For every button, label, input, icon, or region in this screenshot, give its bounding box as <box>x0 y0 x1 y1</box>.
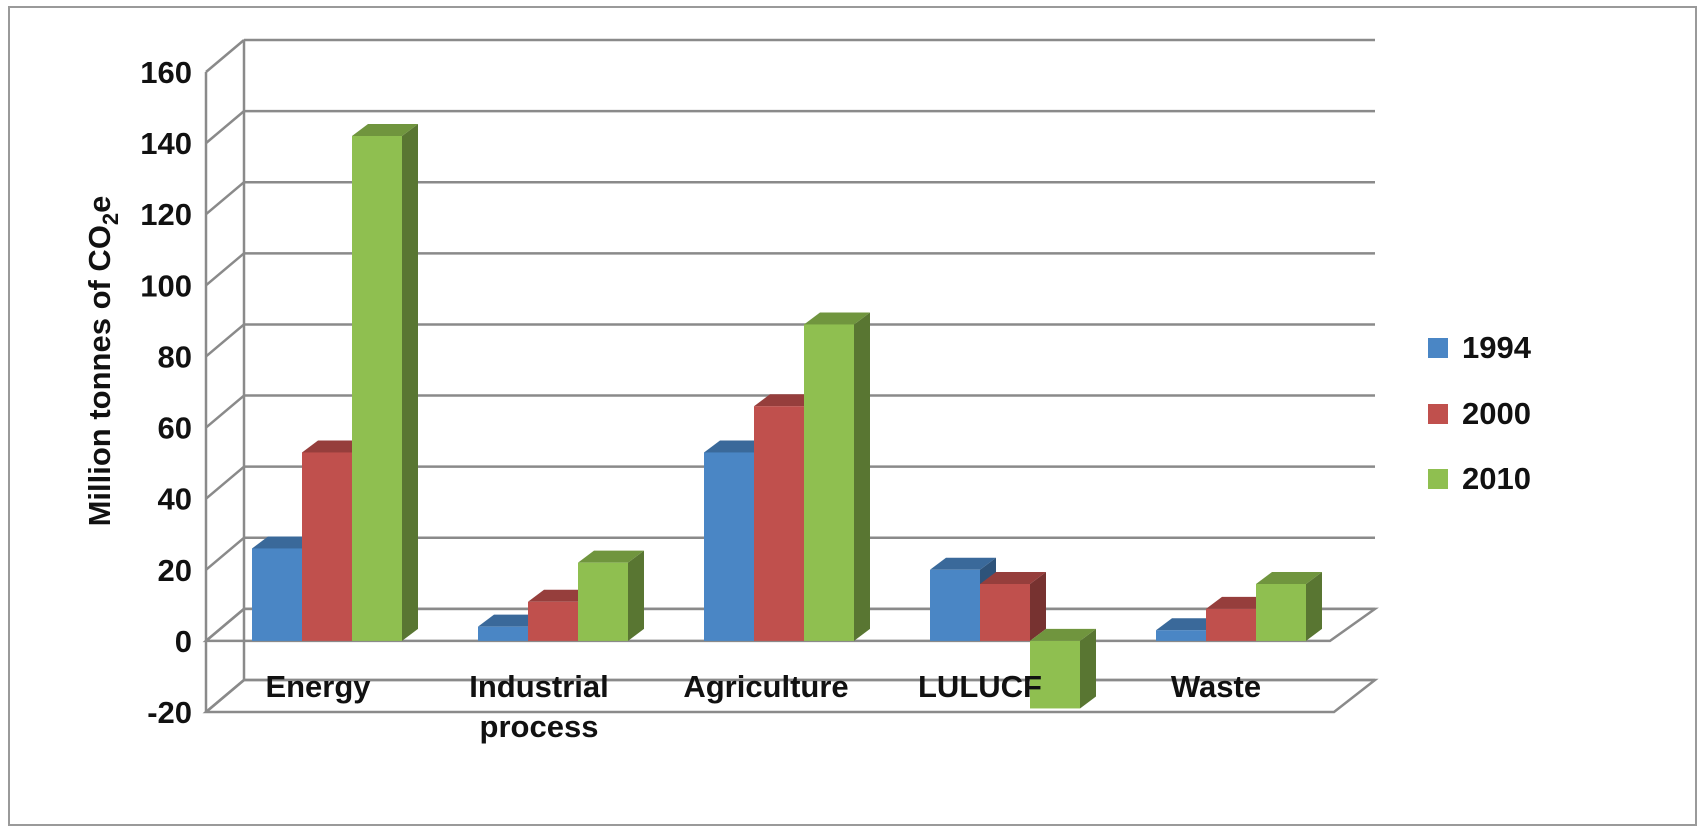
bar-front <box>704 452 754 641</box>
bar-2010-energy <box>352 124 418 641</box>
bar-side <box>1080 628 1096 709</box>
bar-side <box>628 550 644 641</box>
gridline-diagonal <box>205 110 245 145</box>
bar-2010-agriculture <box>804 312 870 641</box>
category-label: process <box>480 709 599 744</box>
bar-front <box>252 548 302 641</box>
bar-side <box>402 124 418 641</box>
bar-side <box>854 312 870 641</box>
bar-front <box>754 406 804 641</box>
y-tick-label: 0 <box>175 624 192 659</box>
bar-top <box>930 557 996 570</box>
gridline-diagonal <box>205 39 245 73</box>
category-label: Waste <box>1171 669 1261 704</box>
bar-front <box>930 569 980 641</box>
gridline-diagonal <box>205 323 245 358</box>
y-tick-label: 60 <box>158 411 192 446</box>
bar-top <box>478 614 544 627</box>
bar-front <box>302 452 352 641</box>
bar-top <box>578 550 644 563</box>
bar-top <box>252 536 318 549</box>
bar-top <box>1030 628 1096 641</box>
legend-swatch <box>1428 404 1448 424</box>
bar-top <box>302 440 368 453</box>
bars <box>252 124 1322 709</box>
y-tick-label: 80 <box>158 339 192 374</box>
category-label: Industrial <box>469 669 609 704</box>
legend-swatch <box>1428 469 1448 489</box>
bar-top <box>1156 618 1222 631</box>
category-label: Energy <box>265 669 371 704</box>
y-axis-label: Million tonnes of CO2e <box>82 196 123 527</box>
y-tick-label: 120 <box>140 197 192 232</box>
bar-top <box>980 572 1046 584</box>
bar-top <box>1206 596 1272 609</box>
category-label: Agriculture <box>683 669 848 704</box>
bar-2010-waste <box>1256 572 1322 641</box>
bar-2010-industrial-process <box>578 550 644 641</box>
legend-label: 1994 <box>1462 330 1532 365</box>
legend-item-2010: 2010 <box>1428 461 1531 496</box>
gridline-diagonal <box>205 252 245 287</box>
gridline-diagonal <box>205 465 245 500</box>
bar-top <box>754 394 820 407</box>
y-axis-title: Million tonnes of CO2e <box>82 196 123 527</box>
y-tick-label: 140 <box>140 126 192 161</box>
bar-top <box>804 312 870 325</box>
y-tick-label: 160 <box>140 55 192 90</box>
legend-item-2000: 2000 <box>1428 396 1531 431</box>
y-tick-label: 100 <box>140 268 192 303</box>
y-tick-label: 20 <box>158 553 192 588</box>
y-tick-label: 40 <box>158 482 192 517</box>
bar-front <box>528 601 578 641</box>
legend-item-1994: 1994 <box>1428 330 1532 365</box>
bottom-floor <box>202 678 1379 714</box>
category-label: LULUCF <box>918 669 1042 704</box>
bar-front <box>1156 630 1206 641</box>
legend-label: 2010 <box>1462 461 1531 496</box>
bar-top <box>1256 572 1322 584</box>
y-axis: -20 0 20 40 60 80 100 120 140 160 <box>140 40 246 730</box>
category-labels: Energy Industrial process Agriculture LULUCF… <box>265 669 1261 744</box>
legend: 1994 2000 2010 <box>1428 330 1532 496</box>
bar-top <box>352 124 418 136</box>
gridline-diagonal <box>205 536 245 571</box>
bar-front <box>352 136 402 641</box>
bar-top <box>528 589 594 602</box>
bar-front <box>1206 608 1256 641</box>
bar-2010-lulucf <box>1030 628 1096 709</box>
bar-front <box>980 584 1030 641</box>
bar-front <box>578 562 628 641</box>
y-tick-label: -20 <box>147 695 192 730</box>
bar-front <box>478 626 528 641</box>
bar-front <box>804 324 854 641</box>
legend-label: 2000 <box>1462 396 1531 431</box>
bar-side <box>1030 572 1046 641</box>
bar-front <box>1256 584 1306 641</box>
bar-front <box>1030 640 1080 709</box>
legend-swatch <box>1428 338 1448 358</box>
bar-top <box>704 440 770 453</box>
bar-2000-lulucf <box>980 572 1046 641</box>
gridline-diagonal <box>205 181 245 216</box>
gridline-diagonal <box>205 394 245 429</box>
bar-side <box>1306 572 1322 641</box>
